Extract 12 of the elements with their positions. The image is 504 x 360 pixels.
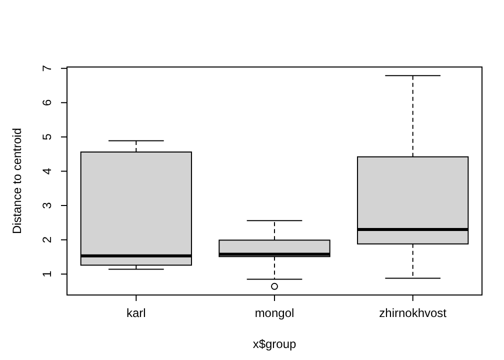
x-tick-label: mongol <box>254 306 294 320</box>
y-tick-label: 1 <box>40 270 54 278</box>
y-tick-label: 3 <box>40 202 54 209</box>
x-tick-label: karl <box>126 306 146 320</box>
y-tick-label: 4 <box>40 168 54 175</box>
x-tick-label: zhirnokhvost <box>379 306 448 320</box>
y-axis-title: Distance to centroid <box>10 128 24 234</box>
x-axis-title: x$group <box>252 337 297 351</box>
y-tick-label: 2 <box>40 236 54 244</box>
y-tick-label: 6 <box>40 99 54 106</box>
y-tick-label: 7 <box>40 64 54 72</box>
y-tick-label: 5 <box>40 133 54 140</box>
